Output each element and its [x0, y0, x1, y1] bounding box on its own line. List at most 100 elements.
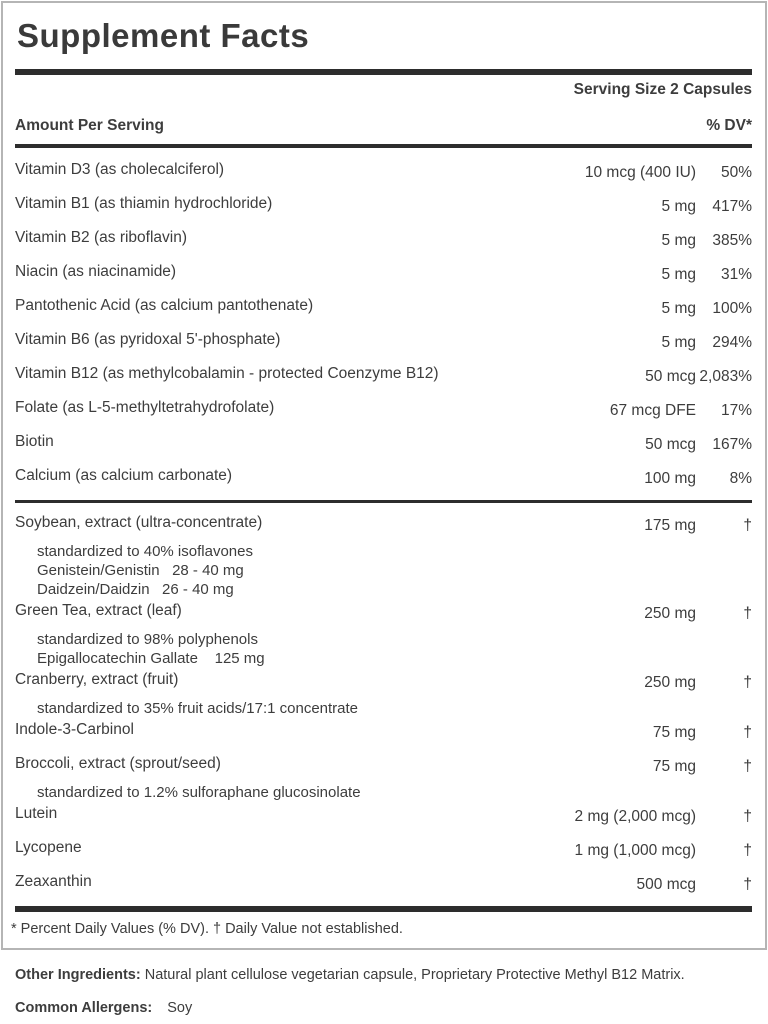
common-allergens-label: Common Allergens: [15, 1000, 153, 1016]
ingredient-subline: standardized to 1.2% sulforaphane glucos… [37, 784, 361, 801]
ingredient-name: Broccoli, extract (sprout/seed) [15, 755, 221, 772]
ingredient-dv: † [743, 876, 752, 893]
table-row: Vitamin B12 (as methylcobalamin - protec… [15, 364, 752, 386]
table-row-line: Folate (as L-5-methyltetrahydrofolate) 67… [15, 398, 752, 420]
table-row: Cranberry, extract (fruit) 250 mg † standar… [15, 670, 752, 718]
table-row-line: Vitamin B12 (as methylcobalamin - protec… [15, 364, 752, 386]
other-ingredients-text: Natural plant cellulose vegetarian capsu… [140, 967, 685, 983]
ingredient-subline: standardized to 98% polyphenols [37, 631, 258, 648]
table-row: Pantothenic Acid (as calcium pantothenat… [15, 296, 752, 318]
ingredient-amount: 75 mg [652, 758, 696, 775]
table-row: Lutein 2 mg (2,000 mcg) † [15, 804, 752, 826]
table-row: Lycopene 1 mg (1,000 mcg) † [15, 838, 752, 860]
table-row-line: Pantothenic Acid (as calcium pantothenat… [15, 296, 752, 318]
ingredient-amount: 5 mg [661, 232, 696, 249]
ingredient-subline: Daidzein/Daidzin 26 - 40 mg [37, 581, 234, 598]
header-divider [15, 144, 752, 148]
ingredient-dv: † [743, 605, 752, 622]
ingredient-dv: † [743, 674, 752, 691]
panel-title: Supplement Facts [17, 17, 310, 54]
ingredient-amount: 5 mg [661, 334, 696, 351]
ingredient-dv: † [743, 517, 752, 534]
table-row-line: Vitamin B1 (as thiamin hydrochloride) 5 m… [15, 194, 752, 216]
table-row: Green Tea, extract (leaf) 250 mg † standard… [15, 601, 752, 668]
ingredient-name: Cranberry, extract (fruit) [15, 671, 179, 688]
table-row: Vitamin B6 (as pyridoxal 5'-phosphate) 5 … [15, 330, 752, 352]
ingredient-amount: 5 mg [661, 198, 696, 215]
table-row: Zeaxanthin 500 mcg † [15, 872, 752, 894]
ingredient-amount: 10 mcg (400 IU) [584, 164, 696, 181]
table-row: Soybean, extract (ultra-concentrate) 175 … [15, 513, 752, 599]
ingredient-subline: standardized to 40% isoflavones [37, 543, 253, 560]
ingredient-dv: † [743, 724, 752, 741]
ingredient-dv: 167% [712, 436, 752, 453]
table-row-line: Lycopene 1 mg (1,000 mcg) † [15, 838, 752, 860]
ingredient-sublines: standardized to 35% fruit acids/17:1 con… [37, 699, 752, 718]
table-row: Niacin (as niacinamide) 5 mg 31% [15, 262, 752, 284]
ingredient-amount: 5 mg [661, 266, 696, 283]
common-allergens: Common Allergens: Soy [15, 999, 756, 1018]
ingredient-dv: † [743, 808, 752, 825]
section-divider [15, 500, 752, 503]
table-row: Vitamin B2 (as riboflavin) 5 mg 385% [15, 228, 752, 250]
table-row-line: Niacin (as niacinamide) 5 mg 31% [15, 262, 752, 284]
ingredient-subline: Epigallocatechin Gallate 125 mg [37, 650, 265, 667]
ingredient-dv: 8% [729, 470, 752, 487]
table-row: Calcium (as calcium carbonate) 100 mg 8% [15, 466, 752, 488]
ingredient-dv: 385% [712, 232, 752, 249]
ingredient-dv: 31% [720, 266, 752, 283]
other-ingredients-label: Other Ingredients: [15, 967, 141, 983]
table-row-line: Calcium (as calcium carbonate) 100 mg 8% [15, 466, 752, 488]
ingredient-name: Vitamin B1 (as thiamin hydrochloride) [15, 195, 273, 212]
table-row: Indole-3-Carbinol 75 mg † [15, 720, 752, 742]
ingredient-name: Green Tea, extract (leaf) [15, 602, 182, 619]
ingredient-amount: 2 mg (2,000 mcg) [574, 808, 696, 825]
ingredient-dv: 50% [720, 164, 752, 181]
ingredient-name: Biotin [15, 433, 54, 450]
ingredient-dv: 100% [712, 300, 752, 317]
ingredient-dv: 417% [712, 198, 752, 215]
ingredient-amount: 67 mcg DFE [609, 402, 696, 419]
ingredient-sublines: standardized to 98% polyphenols Epigalloc… [37, 630, 752, 668]
ingredient-amount: 100 mg [644, 470, 696, 487]
ingredient-name: Indole-3-Carbinol [15, 721, 134, 738]
ingredient-name: Soybean, extract (ultra-concentrate) [15, 514, 263, 531]
ingredient-name: Zeaxanthin [15, 873, 92, 890]
ingredient-sublines: standardized to 1.2% sulforaphane glucos… [37, 783, 752, 802]
table-row: Biotin 50 mcg 167% [15, 432, 752, 454]
ingredient-name: Lycopene [15, 839, 82, 856]
ingredient-sublines: standardized to 40% isoflavones Genistein… [37, 542, 752, 599]
bottom-divider [15, 906, 752, 912]
table-row-line: Soybean, extract (ultra-concentrate) 175 … [15, 513, 752, 535]
ingredient-dv: † [743, 758, 752, 775]
ingredient-dv: 294% [712, 334, 752, 351]
ingredient-name: Vitamin B12 (as methylcobalamin - protec… [15, 365, 439, 382]
ingredient-amount: 175 mg [644, 517, 696, 534]
table-row-line: Cranberry, extract (fruit) 250 mg † [15, 670, 752, 692]
table-row: Vitamin D3 (as cholecalciferol) 10 mcg (4… [15, 160, 752, 182]
below-panel-section: Other Ingredients: Natural plant cellulo… [15, 963, 756, 1018]
common-allergens-value: Soy [167, 1000, 193, 1016]
ingredient-name: Calcium (as calcium carbonate) [15, 467, 233, 484]
ingredient-amount: 500 mcg [636, 876, 696, 893]
title-divider [15, 69, 752, 75]
ingredient-amount: 5 mg [661, 300, 696, 317]
table-row: Vitamin B1 (as thiamin hydrochloride) 5 m… [15, 194, 752, 216]
ingredient-amount: 50 mcg [645, 436, 696, 453]
footnote: * Percent Daily Values (% DV). † Daily V… [11, 921, 403, 937]
ingredient-name: Vitamin B6 (as pyridoxal 5'-phosphate) [15, 331, 281, 348]
ingredient-name: Folate (as L-5-methyltetrahydrofolate) [15, 399, 275, 416]
ingredient-dv: 17% [720, 402, 752, 419]
serving-size: Serving Size 2 Capsules [573, 81, 752, 98]
table-row-line: Broccoli, extract (sprout/seed) 75 mg † [15, 754, 752, 776]
table-row-line: Biotin 50 mcg 167% [15, 432, 752, 454]
table-header-row: Amount Per Serving % DV* [15, 116, 752, 135]
ingredient-dv: † [743, 842, 752, 859]
table-row-line: Vitamin D3 (as cholecalciferol) 10 mcg (4… [15, 160, 752, 182]
facts-rows: Vitamin D3 (as cholecalciferol) 10 mcg (4… [15, 160, 752, 894]
ingredient-amount: 50 mcg [645, 368, 696, 385]
ingredient-dv: 2,083% [699, 368, 752, 385]
ingredient-amount: 75 mg [652, 724, 696, 741]
ingredient-amount: 250 mg [644, 674, 696, 691]
table-row-line: Green Tea, extract (leaf) 250 mg † [15, 601, 752, 623]
